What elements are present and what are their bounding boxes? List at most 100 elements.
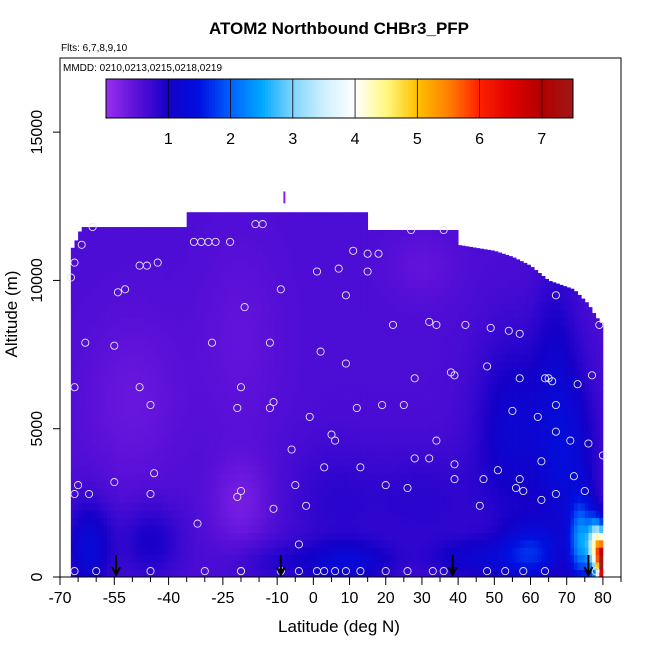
field-cell [70,302,75,311]
field-cell [389,332,394,341]
field-cell [121,480,126,489]
field-cell [382,235,387,244]
field-cell [306,554,311,563]
field-cell [107,525,112,533]
field-cell [183,443,188,452]
field-cell [107,413,112,422]
field-cell [266,310,271,318]
field-cell [364,569,369,578]
field-cell [70,376,75,385]
field-cell [222,399,227,407]
field-cell [240,517,245,526]
field-cell [99,258,104,266]
field-cell [356,562,361,570]
field-cell [125,525,130,533]
field-cell [190,502,195,511]
field-cell [190,525,195,533]
field-cell [193,525,198,533]
field-cell [400,258,405,266]
field-cell [107,436,112,444]
field-cell [320,399,325,407]
field-cell [364,310,369,318]
field-cell [88,295,93,304]
field-cell [81,361,86,370]
field-cell [385,569,390,578]
field-cell [288,235,293,244]
field-cell [349,376,354,385]
field-cell [212,213,217,222]
field-cell [88,324,93,333]
field-cell [78,539,83,548]
field-cell [215,406,220,415]
field-cell [136,554,141,563]
field-cell [143,502,148,511]
field-cell [295,436,300,444]
field-cell [244,228,249,237]
field-cell [440,502,445,511]
field-cell [168,243,173,252]
field-cell [298,465,303,474]
field-cell [269,502,274,511]
field-cell [385,399,390,407]
field-cell [248,332,253,341]
field-cell [117,317,122,326]
field-cell [353,235,358,244]
field-cell [284,569,289,578]
field-cell [251,569,256,578]
field-cell [88,273,93,281]
field-cell [237,569,242,578]
field-cell [345,428,350,437]
field-cell [107,369,112,378]
field-cell [338,502,343,511]
field-cell [327,228,332,237]
field-cell [356,376,361,385]
field-cell [117,361,122,370]
field-cell [418,562,423,570]
field-cell [251,525,256,533]
field-cell [313,458,318,467]
field-cell [110,539,115,548]
field-cell [193,317,198,326]
field-cell [411,369,416,378]
field-cell [99,413,104,422]
field-cell [237,354,242,363]
field-cell [81,332,86,341]
field-cell [230,488,235,496]
field-cell [316,250,321,259]
field-cell [251,421,256,430]
field-cell [403,369,408,378]
field-cell [244,332,249,341]
field-cell [378,547,383,556]
field-cell [392,361,397,370]
field-cell [204,413,209,422]
field-cell [324,547,329,556]
field-cell [353,525,358,533]
field-cell [88,539,93,548]
field-cell [378,265,383,274]
field-cell [335,295,340,304]
field-cell [385,488,390,496]
field-cell [324,369,329,378]
field-cell [204,212,209,215]
field-cell [132,258,137,266]
field-cell [172,354,177,363]
field-cell [226,317,231,326]
field-cell [146,502,151,511]
field-cell [70,354,75,363]
field-cell [226,369,231,378]
field-cell [125,517,130,526]
field-cell [172,302,177,311]
field-cell [418,465,423,474]
field-cell [212,569,217,578]
field-cell [204,554,209,563]
field-cell [436,569,441,578]
field-cell [371,562,376,570]
field-cell [324,221,329,229]
field-cell [440,399,445,407]
field-cell [338,488,343,496]
field-cell [269,413,274,422]
field-cell [266,436,271,444]
field-cell [262,354,267,363]
field-cell [157,569,162,578]
field-cell [99,569,104,578]
